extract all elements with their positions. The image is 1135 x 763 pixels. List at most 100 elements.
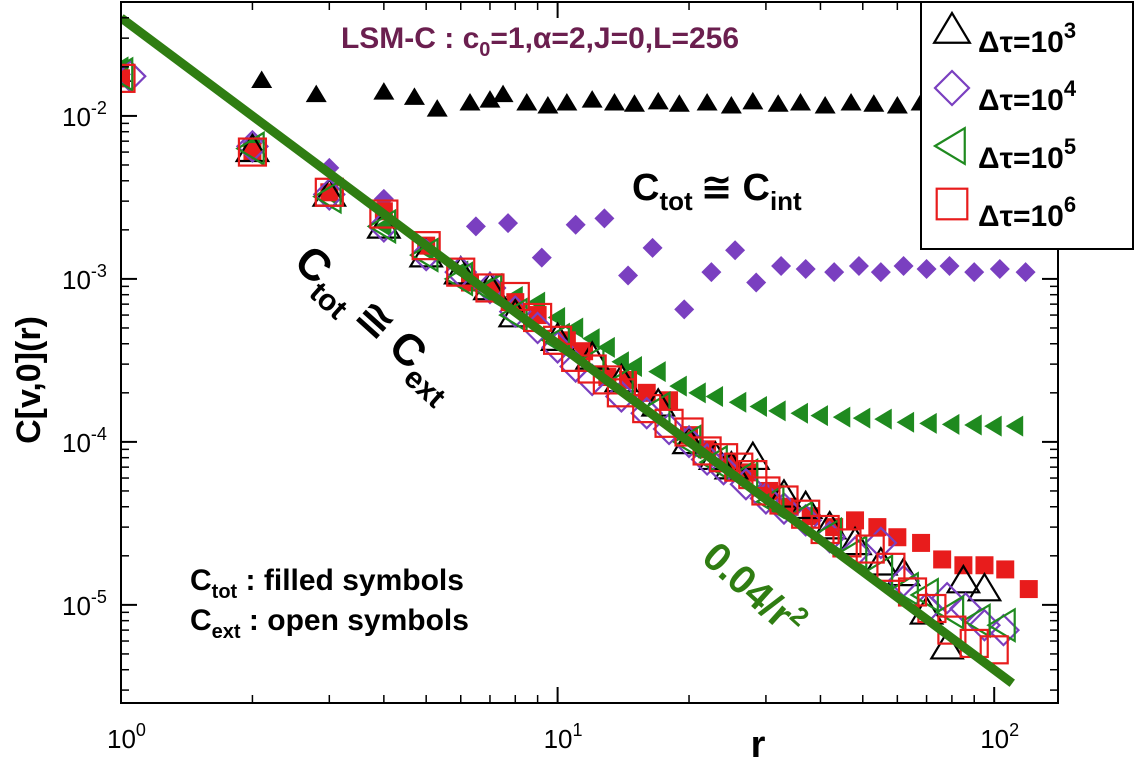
data-point [863,546,899,576]
data-point [411,231,441,261]
data-point [933,550,952,569]
note-open-symbols: Cext : open symbols [190,604,469,643]
data-point [728,391,747,413]
data-point [581,90,603,108]
data-point [251,70,273,88]
data-point [966,571,1003,602]
y-axis-label: C[v,0](r) [10,316,48,444]
data-point [893,256,914,276]
data-point [540,322,570,359]
data-point [964,414,982,436]
data-point [720,96,742,114]
data-point [810,405,828,427]
data-point [996,560,1015,579]
y-tick-label: 10-4 [62,424,107,458]
data-point [886,96,908,114]
data-point [725,240,746,261]
data-point [618,265,639,286]
data-point [705,385,724,407]
x-axis-label: r [751,724,766,763]
data-point [919,412,937,434]
data-point [459,93,481,111]
legend-marker [933,69,971,107]
data-point [648,361,666,383]
data-point [537,96,559,114]
data-point [855,534,885,564]
data-point [637,383,656,402]
data-point [1005,415,1024,437]
legend-entry: Δτ=104 [933,69,1077,117]
data-point [864,526,898,560]
data-point [837,525,873,556]
legend-label: Δτ=103 [978,18,1076,59]
data-point [986,613,1021,647]
data-point [498,213,519,234]
data-point [964,262,985,283]
legend: Δτ=103 Δτ=104 Δτ=105 Δτ=106 [920,1,1134,250]
data-point [701,262,722,283]
legend-label: Δτ=104 [978,76,1077,117]
annotation-ctot-cint: Ctot ≅ Cint [632,167,802,216]
data-point [647,91,669,110]
data-point [814,96,836,114]
data-point [848,256,869,276]
data-point [597,336,615,358]
data-point [611,351,629,373]
data-point [369,199,399,229]
y-tick-label: 10-3 [62,261,107,295]
data-point [885,556,922,587]
series-0 [121,64,1005,117]
data-point [939,256,960,276]
data-point [479,90,501,108]
data-point [967,608,1002,642]
data-point [604,93,626,111]
data-point [516,93,538,111]
data-point [790,402,808,424]
data-point [403,87,425,105]
data-point [984,415,1002,437]
data-point [606,378,636,408]
data-point [1015,262,1036,283]
data-point [654,408,684,438]
data-point [237,137,268,167]
chart-title: LSM-C : c0=1,α=2,J=0,L=256 [341,22,739,61]
data-point [789,93,811,111]
data-point [767,94,789,112]
data-point [840,93,862,111]
fit-line [121,14,1015,687]
legend-label: Δτ=105 [978,134,1076,175]
data-point [896,411,915,433]
x-tick-label: 100 [107,720,146,754]
data-point [121,56,134,93]
data-point [465,216,486,237]
data-point [492,84,514,103]
data-point [961,602,991,639]
legend-label: Δτ=106 [978,192,1076,233]
data-point [642,237,663,258]
data-point [582,328,600,350]
data-point [989,259,1010,280]
data-point [941,413,960,435]
data-point [594,208,615,229]
data-point [832,406,851,428]
data-point [373,82,395,100]
x-tick-label: 102 [980,720,1019,754]
data-point [768,400,786,422]
data-point [876,552,906,582]
data-point [979,635,1009,665]
data-point [824,262,845,283]
data-point [986,607,1016,643]
data-point [688,382,706,404]
data-point [632,394,662,424]
data-point [604,379,638,414]
data-point [235,130,265,167]
y-tick-label: 10-2 [62,98,107,132]
legend-entry: Δτ=105 [932,126,1076,175]
data-point [888,528,907,547]
data-point [312,177,346,211]
data-point [556,93,578,111]
data-point [874,408,892,430]
data-point [795,259,816,280]
data-point [934,594,965,631]
